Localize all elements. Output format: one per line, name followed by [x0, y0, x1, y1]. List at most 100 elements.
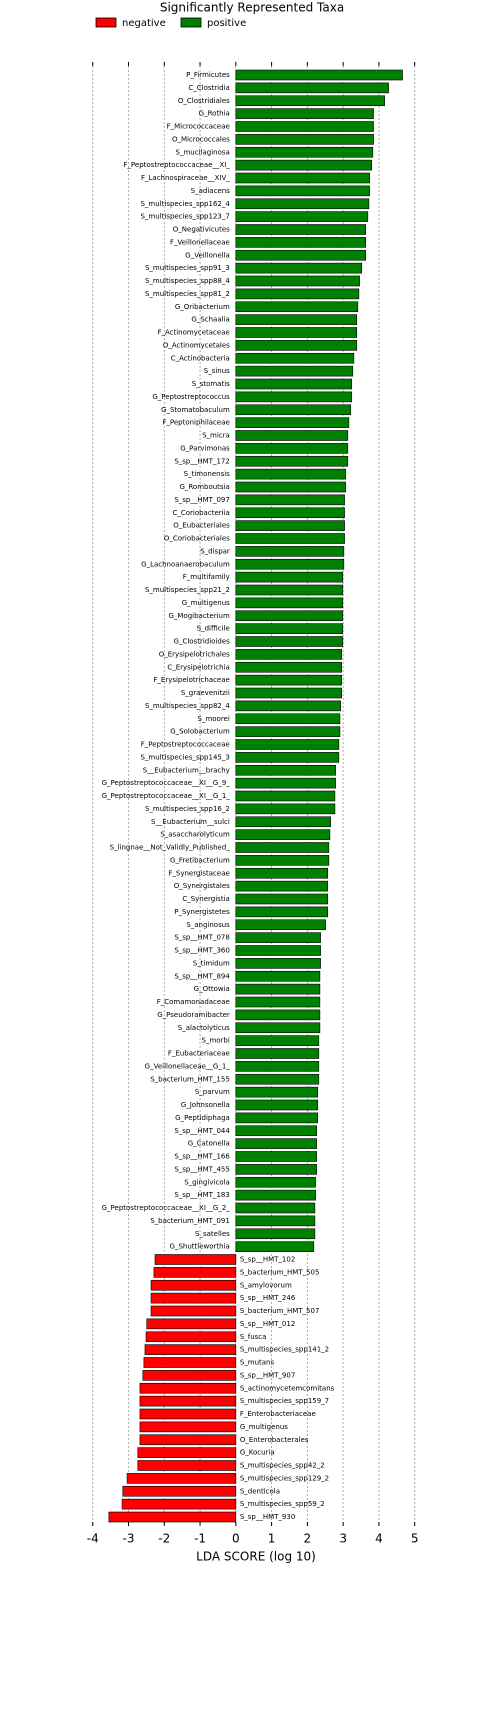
- category-label: G_Peptostreptococcaceae__XI__G_9_: [102, 779, 231, 787]
- bar: [235, 919, 326, 931]
- category-label: O_Micrococcales: [172, 135, 230, 143]
- bar: [108, 1511, 237, 1523]
- category-label: S_actinomycetemcomitans: [240, 1384, 335, 1392]
- bar: [235, 584, 344, 596]
- bar: [235, 288, 360, 300]
- category-label: G_Rothia: [199, 110, 230, 118]
- category-label: S_timidum: [193, 959, 230, 967]
- bar: [235, 945, 321, 956]
- bar: [235, 1099, 319, 1111]
- bar: [235, 1035, 320, 1046]
- bar: [235, 340, 358, 351]
- legend-label: negative: [122, 18, 166, 29]
- category-label: S_multispecies_spp162_4: [140, 200, 230, 208]
- category-label: P_Firmicutes: [186, 71, 230, 79]
- category-label: F_Eubacteriaceae: [168, 1050, 230, 1058]
- bar: [235, 327, 358, 338]
- category-label: S_sp__HMT_078: [174, 934, 229, 942]
- bar: [235, 211, 369, 222]
- bar: [235, 69, 403, 81]
- bar: [137, 1447, 237, 1458]
- category-label: G_multigenus: [240, 1423, 288, 1431]
- bar: [126, 1473, 237, 1484]
- category-label: S_morbi: [202, 1037, 230, 1045]
- bar: [150, 1305, 237, 1317]
- bar: [235, 546, 345, 557]
- bar: [235, 983, 321, 995]
- category-label: S_multispecies_spp123_7: [140, 213, 229, 221]
- category-label: S_bacterium_HMT_505: [240, 1268, 320, 1276]
- category-label: S_multispecies_spp129_2: [240, 1474, 329, 1482]
- bar: [122, 1485, 237, 1497]
- bar: [235, 82, 389, 94]
- category-label: S_multispecies_spp59_2: [240, 1500, 325, 1508]
- bar: [139, 1408, 237, 1420]
- x-tick-label: -1: [194, 1532, 206, 1546]
- bar: [139, 1395, 237, 1407]
- category-label: S_multispecies_spp145_3: [140, 753, 229, 761]
- bar: [235, 1022, 321, 1034]
- category-label: G_Peptostreptococcus: [152, 393, 230, 401]
- x-tick-label: 0: [232, 1532, 240, 1546]
- category-label: S_multispecies_spp91_3: [145, 264, 230, 272]
- category-label: S_sinus: [204, 367, 230, 375]
- bar: [235, 507, 345, 519]
- category-label: S_multispecies_spp16_2: [145, 805, 230, 813]
- bar: [235, 455, 349, 467]
- category-label: P_Synergistetes: [174, 908, 230, 916]
- category-label: O_Eubacteriales: [173, 522, 230, 530]
- category-label: S_stomatis: [192, 380, 230, 388]
- bar: [235, 970, 321, 982]
- category-label: G_Catonella: [188, 1140, 230, 1148]
- category-label: G_Kocuria: [240, 1449, 275, 1457]
- category-label: S_sp__HMT_183: [174, 1191, 229, 1199]
- bar: [235, 1228, 316, 1240]
- bar: [142, 1370, 237, 1381]
- category-label: S__Eubacterium__brachy: [143, 766, 230, 774]
- bar: [235, 378, 353, 390]
- bar: [235, 1125, 317, 1137]
- category-label: O_Coriobacteriales: [164, 535, 230, 543]
- category-label: S_bacterium_HMT_507: [240, 1307, 320, 1315]
- bar: [235, 687, 343, 699]
- bar: [154, 1254, 237, 1265]
- category-label: S_mutans: [240, 1359, 275, 1367]
- category-label: G_Peptidiphaga: [175, 1114, 230, 1122]
- category-label: S_sp__HMT_166: [174, 1153, 230, 1161]
- category-label: S_graevenitzii: [181, 689, 230, 697]
- category-label: O_Actinomycetales: [163, 341, 230, 349]
- bar: [235, 185, 370, 197]
- category-label: G_Veillonella: [185, 251, 230, 259]
- category-label: S_alactolyticus: [178, 1024, 230, 1032]
- bar: [235, 224, 366, 235]
- bar: [121, 1498, 237, 1510]
- category-label: S_sp__HMT_012: [240, 1320, 295, 1328]
- bar: [235, 95, 385, 107]
- category-label: G_Pseudoramibacter: [157, 1011, 230, 1019]
- category-label: S_sp__HMT_102: [240, 1256, 295, 1264]
- bar: [235, 610, 344, 622]
- category-label: S_timonensis: [184, 470, 231, 478]
- bar: [235, 314, 358, 325]
- category-label: G_Peptostreptococcaceae__XI__G_2_: [102, 1204, 231, 1212]
- bar: [235, 262, 363, 274]
- bar: [235, 301, 359, 313]
- category-label: S_satelles: [195, 1230, 230, 1238]
- bar: [235, 867, 329, 879]
- category-label: G_Clostridioides: [174, 638, 231, 646]
- bar: [235, 623, 344, 634]
- bar: [235, 700, 341, 712]
- chart-title: Significantly Represented Taxa: [160, 1, 344, 15]
- bar: [235, 1073, 320, 1085]
- x-tick-label: 3: [339, 1532, 347, 1546]
- bar: [235, 134, 374, 145]
- bar: [235, 1241, 315, 1252]
- bar: [235, 159, 373, 171]
- category-label: O_Enterobacterales: [240, 1436, 309, 1444]
- category-label: S_dispar: [200, 547, 230, 555]
- category-label: O_Erysipelotrichales: [159, 650, 230, 658]
- category-label: F_Synergistaceae: [168, 869, 229, 877]
- bar: [235, 237, 366, 248]
- category-label: G_Solobacterium: [170, 728, 230, 736]
